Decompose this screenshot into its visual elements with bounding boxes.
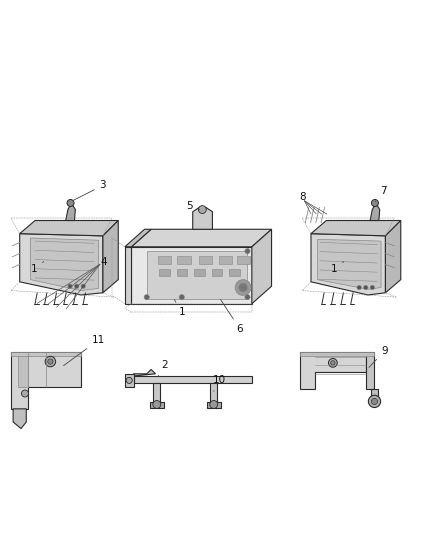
Polygon shape [199,255,212,264]
Text: 1: 1 [174,300,185,318]
Text: 10: 10 [212,375,226,391]
Polygon shape [207,402,221,408]
Circle shape [331,361,335,365]
Circle shape [198,206,206,214]
Polygon shape [318,239,381,289]
Circle shape [74,284,79,288]
Polygon shape [153,383,160,405]
Text: 11: 11 [64,335,105,366]
Circle shape [328,359,337,367]
Polygon shape [13,409,26,429]
Circle shape [210,400,218,408]
Circle shape [48,359,53,364]
Polygon shape [385,221,401,293]
Polygon shape [125,229,151,247]
Circle shape [235,280,251,295]
Circle shape [81,284,85,288]
Polygon shape [194,269,205,276]
Polygon shape [300,352,366,389]
Polygon shape [366,352,374,389]
Circle shape [239,283,247,292]
Polygon shape [11,352,81,356]
Polygon shape [131,247,252,304]
Polygon shape [66,203,75,221]
Polygon shape [18,354,28,387]
Text: 8: 8 [299,192,306,203]
Polygon shape [300,352,374,356]
Polygon shape [311,221,401,236]
Polygon shape [219,255,232,264]
Text: 7: 7 [375,186,387,201]
Polygon shape [20,221,118,236]
Polygon shape [371,389,378,400]
Circle shape [153,400,161,408]
Polygon shape [252,229,272,304]
Polygon shape [20,233,103,295]
Polygon shape [159,269,170,276]
Polygon shape [311,233,385,295]
Circle shape [357,285,361,290]
Circle shape [126,377,132,383]
Polygon shape [134,376,252,383]
Polygon shape [212,269,222,276]
Circle shape [144,295,149,300]
Polygon shape [125,374,134,387]
Circle shape [67,199,74,206]
Circle shape [245,248,250,254]
Circle shape [245,295,250,300]
Polygon shape [134,369,155,376]
Polygon shape [370,203,380,221]
Text: 1: 1 [331,262,344,273]
Polygon shape [125,247,131,304]
Polygon shape [158,255,171,264]
Polygon shape [229,269,240,276]
Polygon shape [103,221,118,293]
Polygon shape [193,207,212,229]
Text: 2: 2 [158,360,168,377]
Circle shape [68,284,72,288]
Polygon shape [150,402,164,408]
Circle shape [371,199,378,206]
Polygon shape [11,352,81,409]
Text: 3: 3 [73,181,106,200]
Polygon shape [177,269,187,276]
Text: 9: 9 [369,346,388,367]
Circle shape [370,285,374,290]
Circle shape [368,395,381,408]
Text: 4: 4 [101,257,108,267]
Circle shape [21,390,28,397]
Circle shape [179,295,184,300]
Circle shape [45,356,56,367]
Polygon shape [237,255,250,264]
Polygon shape [147,251,247,300]
Polygon shape [210,383,217,405]
Circle shape [371,398,378,405]
Polygon shape [177,255,191,264]
Polygon shape [31,238,99,290]
Polygon shape [131,229,272,247]
Text: 5: 5 [186,201,200,212]
Text: 1: 1 [31,262,44,273]
Text: 6: 6 [220,300,244,334]
Circle shape [364,285,368,290]
